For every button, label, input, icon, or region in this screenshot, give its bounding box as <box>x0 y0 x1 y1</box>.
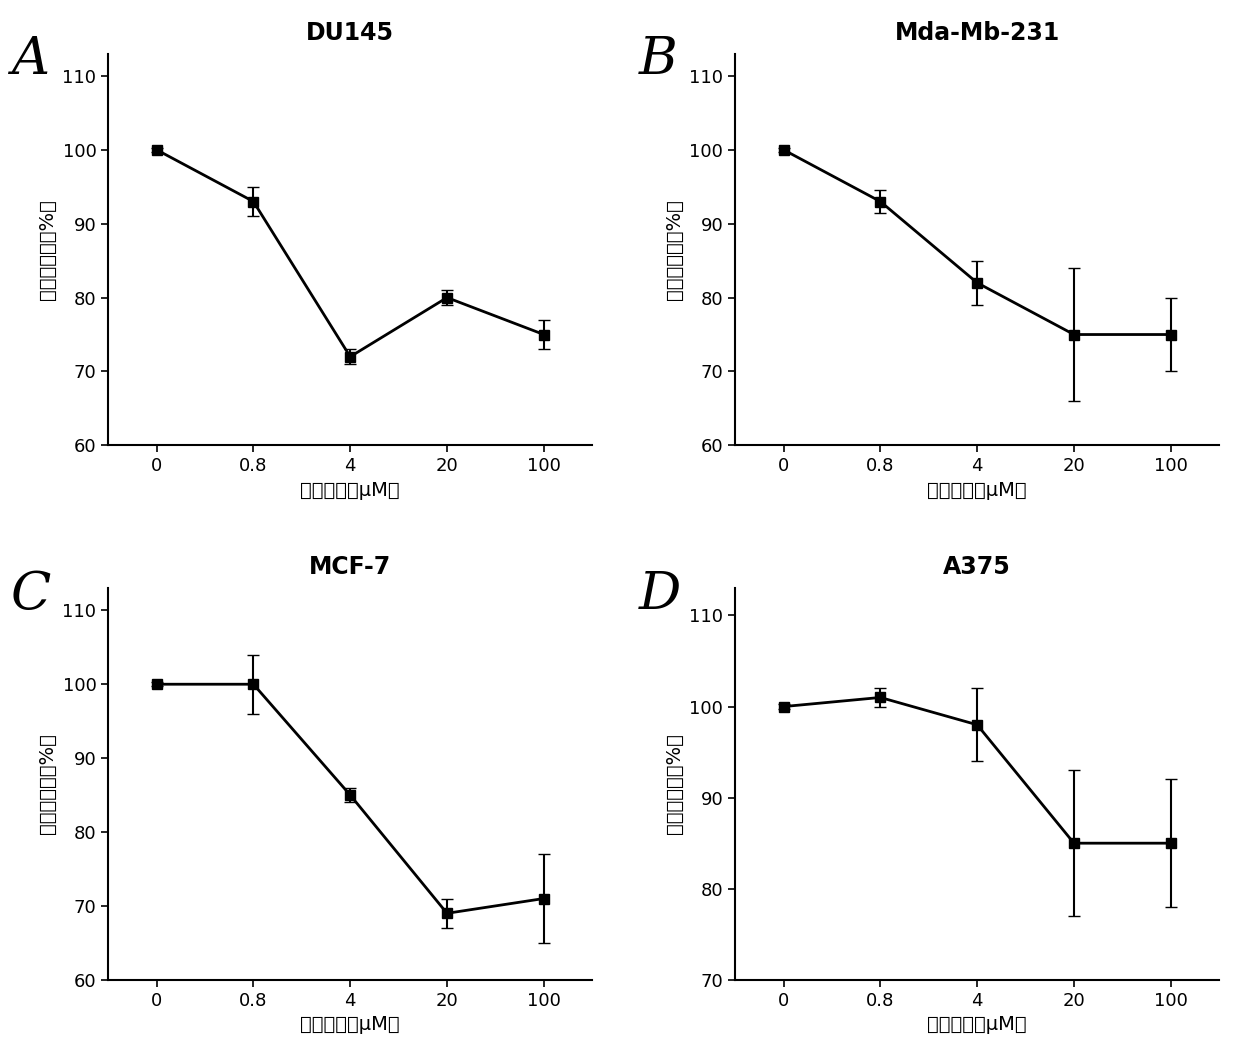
Y-axis label: 细胞存活率（%）: 细胞存活率（%） <box>665 733 683 835</box>
X-axis label: 肽的浓度（μM）: 肽的浓度（μM） <box>928 1015 1027 1034</box>
Text: D: D <box>639 569 681 619</box>
Title: DU145: DU145 <box>306 21 394 44</box>
Title: Mda-Mb-231: Mda-Mb-231 <box>894 21 1060 44</box>
Text: A: A <box>11 34 50 85</box>
Y-axis label: 细胞存活率（%）: 细胞存活率（%） <box>38 199 57 300</box>
Y-axis label: 细胞存活率（%）: 细胞存活率（%） <box>38 733 57 835</box>
Y-axis label: 细胞存活率（%）: 细胞存活率（%） <box>665 199 683 300</box>
X-axis label: 肽的浓度（μM）: 肽的浓度（μM） <box>300 1015 401 1034</box>
X-axis label: 肽的浓度（μM）: 肽的浓度（μM） <box>300 481 401 500</box>
Text: C: C <box>11 569 52 619</box>
Title: A375: A375 <box>944 555 1011 579</box>
X-axis label: 肽的浓度（μM）: 肽的浓度（μM） <box>928 481 1027 500</box>
Title: MCF-7: MCF-7 <box>309 555 392 579</box>
Text: B: B <box>639 34 677 85</box>
